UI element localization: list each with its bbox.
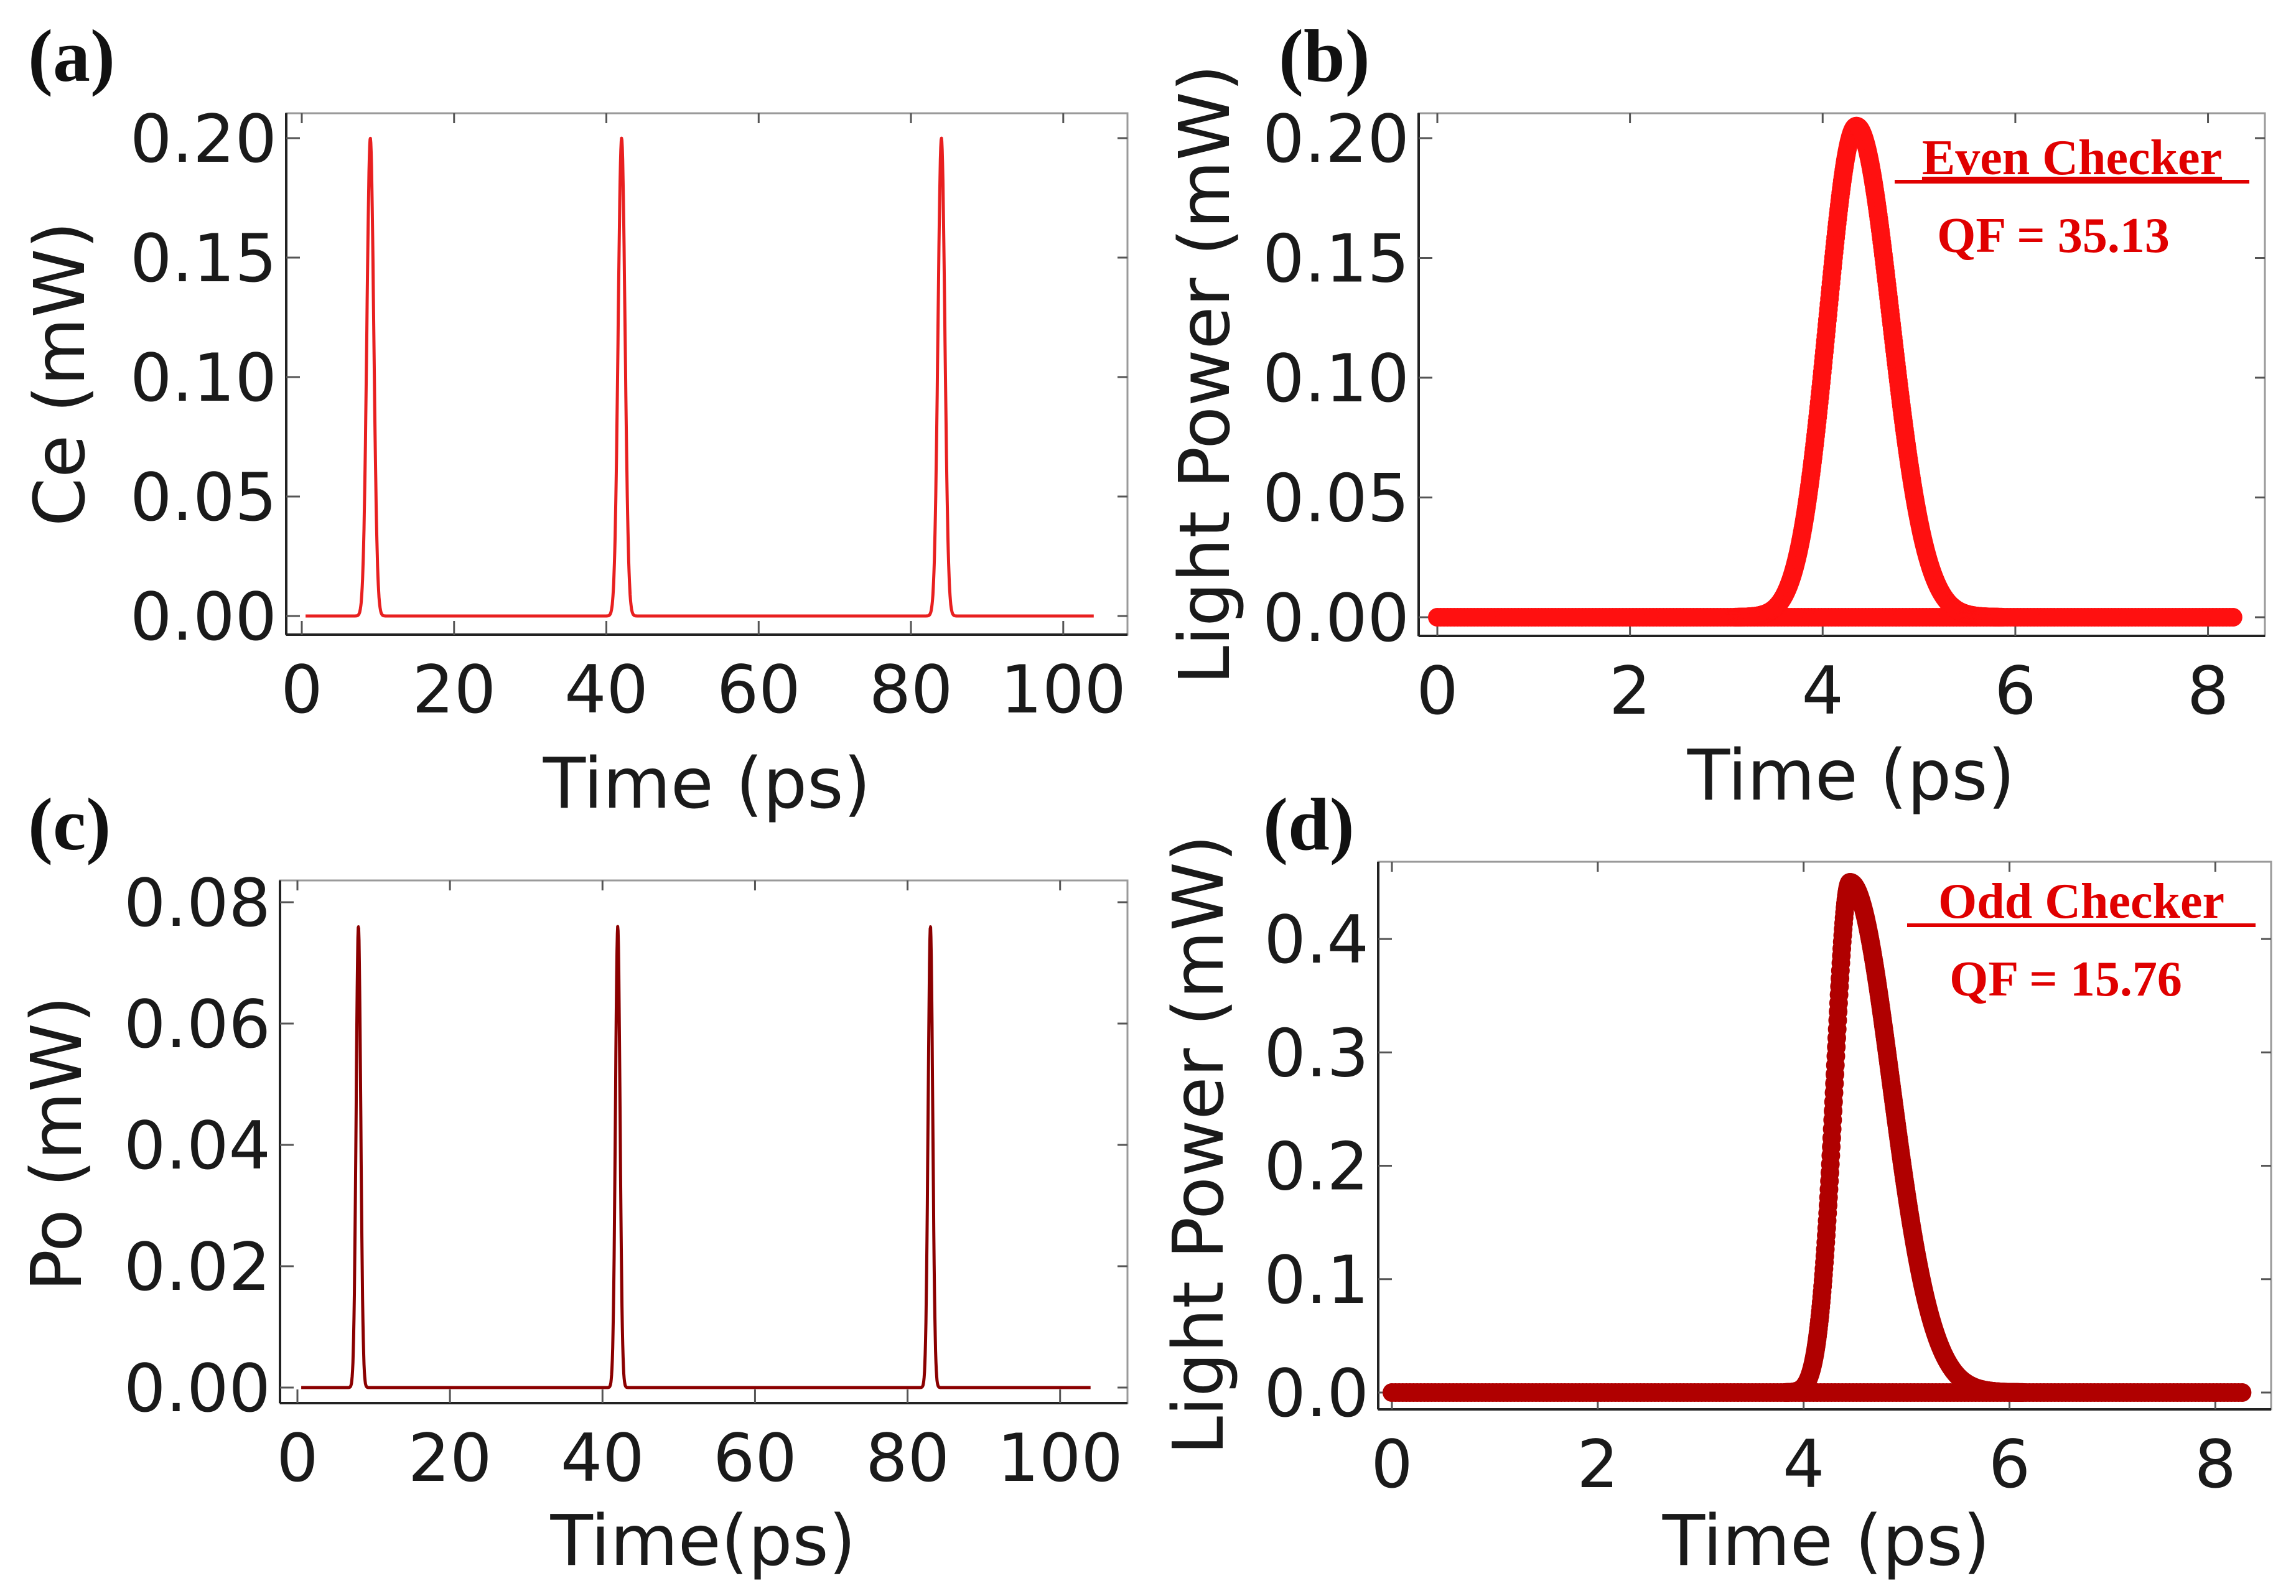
x-tick-label: 100 — [997, 1420, 1123, 1496]
y-tick-label: 0.02 — [124, 1229, 271, 1305]
x-tick-label: 20 — [412, 651, 496, 728]
peak-point-3 — [929, 925, 932, 928]
y-tick-label: 0.10 — [130, 340, 277, 416]
panel-c-frame — [279, 879, 1129, 1404]
x-tick-label: 2 — [1609, 653, 1651, 729]
panel-c-x-ticks: 0 20 40 60 80 100 — [276, 880, 1123, 1496]
panel-d-y-ticks: 0.0 0.1 0.2 0.3 0.4 — [1264, 902, 2271, 1432]
y-tick-label: 0.1 — [1264, 1242, 1369, 1318]
x-tick-label: 80 — [869, 651, 953, 728]
y-tick-label: 0.2 — [1264, 1129, 1369, 1205]
x-tick-label: 40 — [564, 651, 648, 728]
x-tick-label: 100 — [1001, 651, 1126, 728]
y-tick-label: 0.15 — [130, 220, 277, 297]
x-tick-label: 60 — [713, 1420, 797, 1496]
x-tick-label: 0 — [276, 1420, 318, 1496]
x-tick-label: 60 — [717, 651, 801, 728]
panel-c-letter: (c) — [28, 783, 111, 866]
peak-point-1 — [357, 925, 360, 928]
panel-c: (c) 0 20 40 60 80 100 0.00 0.02 0.04 0.06 0.08 Ti… — [17, 783, 1129, 1582]
x-tick-label: 6 — [1989, 1426, 2030, 1503]
series-line — [304, 136, 1095, 618]
panel-b-annotation-title: Even Checker — [1922, 131, 2222, 185]
y-tick-label: 0.05 — [1262, 460, 1409, 537]
panel-a: (a) 0 20 40 60 80 100 0.00 0.05 0.10 0.15 0.20 Ti… — [20, 14, 1129, 824]
zero-point — [2223, 608, 2242, 627]
pulse-trace — [1775, 873, 2033, 1402]
panel-b-x-title: Time (ps) — [1687, 735, 2015, 816]
panel-a-y-title: Ce (mW) — [20, 222, 101, 526]
panel-d: (d) 0 2 4 6 8 0.0 0.1 0.2 0.3 0.4 Odd Checker QF… — [1159, 783, 2272, 1582]
panel-b: (b) 0 2 4 6 8 0.00 0.05 0.10 0.15 0.20 Even Chec… — [1165, 14, 2266, 816]
y-tick-label: 0.00 — [1262, 580, 1409, 656]
x-tick-label: 6 — [1994, 653, 2036, 729]
x-tick-label: 0 — [281, 651, 322, 728]
y-tick-label: 0.00 — [130, 579, 277, 655]
panel-d-x-ticks: 0 2 4 6 8 — [1371, 862, 2236, 1503]
y-tick-label: 0.08 — [124, 865, 271, 941]
panel-b-y-ticks: 0.00 0.05 0.10 0.15 0.20 — [1262, 101, 2265, 656]
y-tick-label: 0.15 — [1262, 221, 1409, 297]
zero-level-trace — [1428, 608, 2242, 627]
x-tick-label: 2 — [1577, 1426, 1618, 1503]
panel-c-x-title: Time(ps) — [550, 1501, 856, 1582]
panel-c-y-title: Po (mW) — [17, 996, 98, 1292]
pulse-point — [2014, 1383, 2033, 1402]
peak-point-2 — [616, 925, 619, 928]
zero-level-trace — [1383, 1383, 2252, 1402]
panel-d-letter: (d) — [1263, 783, 1355, 866]
x-tick-label: 4 — [1783, 1426, 1824, 1503]
y-tick-label: 0.3 — [1264, 1015, 1369, 1091]
peak-point-2 — [620, 137, 623, 139]
panel-a-x-ticks: 0 20 40 60 80 100 — [281, 113, 1126, 728]
panel-c-y-ticks: 0.00 0.02 0.04 0.06 0.08 — [124, 865, 1127, 1427]
x-tick-label: 8 — [2187, 653, 2229, 729]
x-tick-label: 40 — [561, 1420, 645, 1496]
panel-d-x-title: Time (ps) — [1662, 1501, 1990, 1582]
panel-a-y-ticks: 0.00 0.05 0.10 0.15 0.20 — [130, 101, 1127, 655]
panel-a-marks — [304, 136, 1095, 618]
y-tick-label: 0.4 — [1264, 902, 1369, 978]
y-tick-label: 0.10 — [1262, 340, 1409, 417]
panel-a-x-title: Time (ps) — [543, 744, 871, 824]
y-tick-label: 0.20 — [130, 101, 277, 177]
peak-point-1 — [369, 137, 372, 139]
panel-d-y-title: Light Power (mW) — [1159, 835, 1239, 1455]
pulse-point — [1992, 607, 2012, 627]
panel-d-annotation-qf: QF = 15.76 — [1949, 952, 2182, 1007]
panel-a-frame — [285, 112, 1129, 636]
y-tick-label: 0.20 — [1262, 101, 1409, 177]
x-tick-label: 0 — [1416, 653, 1458, 729]
panel-b-marks — [1428, 116, 2242, 627]
panel-b-annotation-qf: QF = 35.13 — [1937, 208, 2170, 263]
panel-b-letter: (b) — [1279, 14, 1370, 97]
y-tick-label: 0.04 — [124, 1108, 271, 1184]
y-tick-label: 0.06 — [124, 986, 271, 1063]
panel-a-letter: (a) — [28, 14, 115, 97]
x-tick-label: 4 — [1802, 653, 1844, 729]
series-line — [300, 925, 1092, 1389]
x-tick-label: 80 — [866, 1420, 950, 1496]
zero-point — [2233, 1383, 2252, 1402]
x-tick-label: 20 — [408, 1420, 492, 1496]
panel-b-y-title: Light Power (mW) — [1165, 65, 1246, 685]
y-tick-label: 0.00 — [124, 1350, 271, 1427]
peak-point-3 — [940, 137, 943, 139]
y-tick-label: 0.0 — [1264, 1355, 1369, 1432]
x-tick-label: 0 — [1371, 1426, 1412, 1503]
panel-b-x-ticks: 0 2 4 6 8 — [1416, 113, 2229, 729]
x-tick-label: 8 — [2195, 1426, 2236, 1503]
panel-d-annotation-title: Odd Checker — [1938, 874, 2224, 929]
panel-d-marks — [1383, 873, 2252, 1402]
panel-c-marks — [300, 925, 1092, 1389]
y-tick-label: 0.05 — [130, 459, 277, 536]
pulse-trace — [1725, 116, 2012, 627]
